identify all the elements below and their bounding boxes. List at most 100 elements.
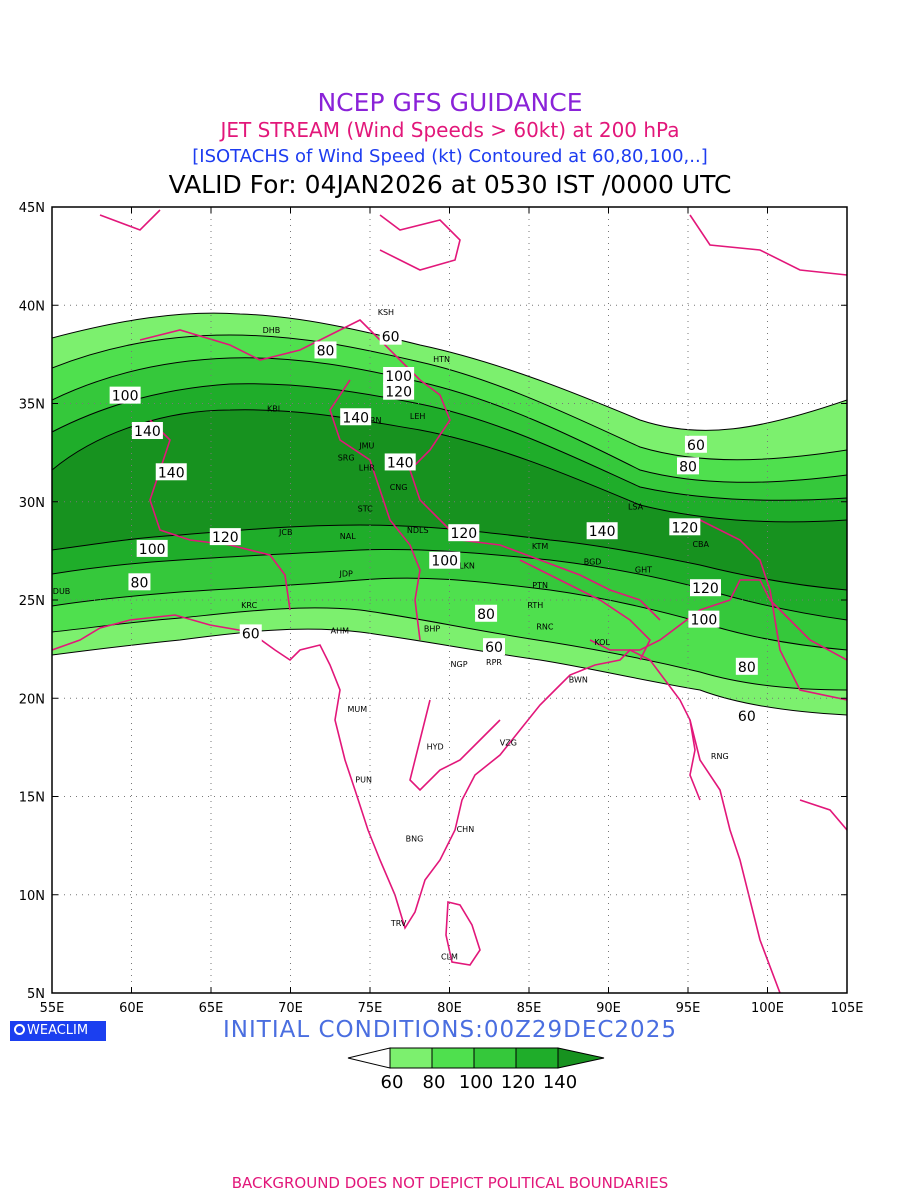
isotach-label: 60 [687, 438, 705, 454]
station-label: RNG [711, 752, 729, 761]
isotach-label: 80 [317, 343, 335, 359]
colorbar-label: 100 [459, 1072, 493, 1093]
lat-label: 10N [19, 889, 45, 904]
isotach-label-box [239, 624, 262, 642]
isotach-label-box [379, 327, 402, 345]
station-label: KTM [532, 542, 549, 551]
isotach-label: 100 [385, 369, 412, 385]
lat-label: 45N [19, 201, 45, 216]
station-label: CNG [390, 483, 408, 492]
isotach-label-box [383, 382, 415, 400]
isotach-label: 60 [485, 640, 503, 656]
station-label: SRN [365, 416, 382, 425]
longitude-labels: 55E 60E 65E 70E 75E 80E 85E 90E 95E 100E 105E [40, 1001, 864, 1016]
valid-time: VALID For: 04JAN2026 at 0530 IST /0000 U… [168, 170, 732, 199]
station-label: JCB [278, 528, 292, 537]
station-label: BGD [584, 558, 602, 567]
isotach-label-box [383, 366, 415, 384]
station-label: KBL [267, 404, 283, 413]
station-label: DUB [53, 587, 71, 596]
lon-label: 80E [437, 1001, 462, 1016]
border-line [519, 559, 651, 661]
lat-label: 15N [19, 791, 45, 806]
isotach-label: 120 [212, 530, 239, 546]
isotach-label-box [109, 386, 141, 404]
isotach-label-box [475, 604, 498, 622]
colorbar-label: 60 [381, 1072, 404, 1093]
lon-label: 60E [119, 1001, 144, 1016]
isotach-label-box [448, 524, 480, 542]
station-label: TRV [390, 919, 407, 928]
lon-label: 85E [517, 1001, 542, 1016]
isotach-label-box [677, 457, 699, 475]
station-label: PTN [532, 581, 548, 590]
colorbar-120 [515, 1047, 559, 1069]
isotach-label: 120 [385, 385, 412, 401]
contour-line [52, 312, 847, 431]
isotach-label: 120 [671, 520, 698, 536]
isotach-label-box [340, 408, 372, 426]
station-label: BNG [406, 835, 424, 844]
lon-label: 70E [278, 1001, 303, 1016]
isotach-label-box [155, 463, 187, 481]
title-line-1: NCEP GFS GUIDANCE [317, 88, 583, 117]
india-coastline [52, 614, 701, 930]
station-label: LHR [359, 463, 375, 472]
isotach-label: 100 [112, 389, 139, 405]
isotach-label-box [136, 539, 168, 557]
station-label: PUN [355, 776, 372, 785]
station-label: CHN [457, 825, 475, 834]
initial-conditions: INITIAL CONDITIONS:00Z29DEC2025 [223, 1017, 677, 1043]
border-line [589, 579, 847, 661]
station-label: RNC [536, 622, 554, 631]
station-label: NAL [340, 532, 356, 541]
isotach-label: 140 [589, 524, 616, 540]
station-label: LKN [459, 562, 475, 571]
border-line [139, 319, 661, 621]
contour-line [52, 628, 847, 716]
isotach-label: 100 [431, 554, 458, 570]
station-label: GHT [635, 565, 652, 574]
station-label: JDP [338, 569, 353, 578]
isotach-label-box [689, 579, 721, 597]
station-label: JMU [358, 442, 374, 451]
lon-label: 90E [596, 1001, 621, 1016]
isotach-label-box [684, 435, 707, 453]
contour-line [52, 334, 847, 461]
isotach-label: 120 [450, 526, 477, 542]
latitude-labels: 45N 40N 35N 30N 25N 20N 15N 10N 5N [19, 201, 45, 1002]
station-label: CLM [441, 953, 458, 962]
station-label: HTN [433, 355, 450, 364]
border-line [799, 799, 847, 831]
isotach-label-box [483, 638, 506, 656]
isotach-label-box [735, 706, 758, 724]
border-line [699, 519, 847, 701]
station-label: NDLS [407, 526, 429, 535]
isotach-label: 80 [679, 459, 697, 475]
station-label: KSH [378, 308, 394, 317]
isotach-label-box [669, 518, 701, 536]
sri-lanka-outline [445, 900, 481, 966]
lon-label: 95E [676, 1001, 701, 1016]
station-label: HYD [427, 742, 444, 751]
isotach-label-box [429, 551, 461, 569]
station-label: KRC [241, 601, 257, 610]
station-label: KOL [594, 638, 610, 647]
logo-text: WEACLIM [27, 1023, 89, 1038]
isotach-label: 80 [738, 660, 756, 676]
border-line [379, 214, 461, 271]
lat-label: 35N [19, 398, 45, 413]
isotach-label: 60 [738, 709, 756, 725]
title-line-3: [ISOTACHS of Wind Speed (kt) Contoured a… [192, 146, 708, 167]
isotach-label: 80 [131, 575, 149, 591]
isotach-label: 140 [134, 424, 161, 440]
lon-label: 100E [751, 1001, 784, 1016]
lon-label: 55E [40, 1001, 65, 1016]
weaclim-logo: WEACLIM [10, 1021, 106, 1041]
isotach-label-box [384, 453, 416, 471]
station-label: AHM [331, 626, 349, 635]
station-label: CBA [692, 540, 709, 549]
colorbar-high-triangle [557, 1047, 605, 1069]
isotach-label-box [128, 573, 151, 591]
